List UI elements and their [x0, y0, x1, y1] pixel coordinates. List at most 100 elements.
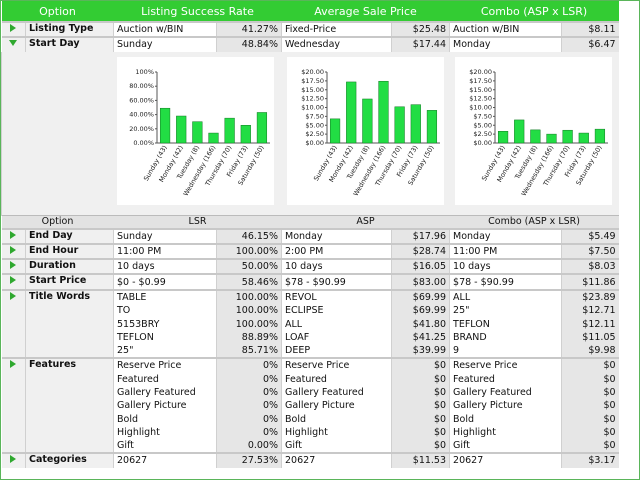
expand-arrow[interactable] — [8, 454, 18, 464]
column-header: Average Sale Price — [281, 1, 450, 22]
bar — [240, 124, 251, 143]
value-cell: $0 — [391, 372, 450, 386]
option-cell: Highlight — [449, 425, 562, 440]
value-cell: 0% — [215, 372, 282, 386]
bar — [378, 80, 389, 143]
y-tick-label: $17.50 — [469, 76, 492, 84]
y-tick-label: $10.00 — [469, 103, 492, 111]
value-cell: 0.00% — [215, 439, 282, 454]
option-cell: Reserve Price — [449, 357, 562, 373]
y-tick-label: $17.50 — [301, 76, 324, 84]
value-cell: 100.00% — [215, 317, 282, 331]
y-tick-label: $2.50 — [473, 130, 492, 138]
y-tick-label: $20.00 — [301, 68, 324, 76]
expand-arrow[interactable] — [8, 230, 18, 240]
bar — [578, 132, 589, 143]
value-cell: 0% — [215, 412, 282, 426]
value-cell: $0 — [561, 425, 619, 440]
value-cell: $16.05 — [391, 258, 450, 275]
column-header: ASP — [281, 214, 450, 229]
value-cell: 0% — [215, 399, 282, 413]
value-cell: $17.44 — [391, 36, 450, 52]
group-label: End Hour — [25, 242, 114, 260]
bar — [176, 115, 187, 143]
group-label: Duration — [25, 258, 114, 275]
value-cell: $12.11 — [561, 317, 619, 331]
group-label: Start Day — [25, 36, 114, 52]
value-cell: $0 — [391, 357, 450, 373]
value-cell: $9.98 — [561, 343, 619, 359]
option-cell: $78 - $90.99 — [281, 273, 392, 290]
bar — [192, 121, 203, 143]
y-tick-label: $15.00 — [301, 85, 324, 93]
y-tick-label: 80.00% — [129, 82, 154, 90]
option-cell: Gallery Picture — [449, 399, 562, 413]
data-row: Bold 0% Bold $0 Bold $0 — [2, 412, 619, 426]
group-label: Features — [25, 357, 114, 454]
value-cell: $69.99 — [391, 304, 450, 318]
y-tick-label: $7.50 — [473, 112, 492, 120]
value-cell: $0 — [561, 439, 619, 454]
bar — [546, 133, 557, 143]
value-cell: $0 — [561, 385, 619, 400]
data-row: Gallery Featured 0% Gallery Featured $0 Gall… — [2, 385, 619, 400]
arrow-shape — [10, 291, 17, 300]
option-cell: Sunday — [113, 227, 217, 244]
option-cell: TABLE — [113, 288, 217, 305]
bar — [256, 111, 268, 143]
bar — [562, 129, 573, 143]
expand-arrow[interactable] — [8, 23, 18, 33]
bar — [426, 109, 438, 143]
data-row: 5153BRY 100.00% ALL $41.80 TEFLON $12.11 — [2, 317, 619, 331]
value-cell: 85.71% — [215, 343, 282, 359]
data-row: Features Reserve Price 0% Reserve Price $0 Re… — [1, 357, 619, 454]
y-tick-label: $12.50 — [301, 94, 324, 102]
value-cell: $17.96 — [391, 227, 450, 244]
value-cell: $0 — [391, 425, 450, 440]
option-cell: 11:00 PM — [449, 242, 562, 260]
group-label: Categories — [25, 452, 114, 468]
expand-arrow[interactable] — [8, 38, 18, 48]
option-cell: 20627 — [449, 452, 562, 468]
arrow-cell — [1, 452, 26, 468]
arrow-cell — [1, 288, 26, 359]
option-cell: TEFLON — [113, 330, 217, 344]
option-cell: Monday — [449, 36, 562, 52]
option-cell: ECLIPSE — [281, 304, 392, 318]
value-cell: 100.00% — [215, 304, 282, 318]
expand-arrow[interactable] — [8, 275, 18, 285]
arrow-shape — [10, 360, 17, 369]
data-row: Gift 0.00% Gift $0 Gift $0 — [2, 439, 619, 454]
option-cell: 9 — [449, 343, 562, 359]
expand-arrow[interactable] — [8, 245, 18, 255]
expand-arrow[interactable] — [8, 359, 18, 369]
option-cell: 10 days — [449, 258, 562, 275]
option-cell: $78 - $90.99 — [449, 273, 562, 290]
value-cell: $0 — [561, 412, 619, 426]
value-cell: $11.05 — [561, 330, 619, 344]
option-cell: Gift — [449, 439, 562, 454]
chart-cell: 0.00% 20.00% 40.00% 60.00% 80.00% 100% Sunday … — [1, 51, 619, 216]
arrow-cell — [1, 227, 26, 244]
option-cell: ALL — [449, 288, 562, 305]
option-cell: Sunday — [113, 36, 217, 52]
bar — [224, 117, 235, 143]
value-cell: $0 — [561, 399, 619, 413]
option-cell: Auction w/BIN — [449, 20, 562, 38]
value-cell: $0 — [561, 372, 619, 386]
expand-arrow[interactable] — [8, 291, 18, 301]
option-cell: Reserve Price — [281, 357, 392, 373]
bar — [530, 129, 541, 143]
option-cell: 10 days — [113, 258, 217, 275]
value-cell: 0% — [215, 425, 282, 440]
column-header: LSR — [113, 214, 282, 229]
data-row: TEFLON 88.89% LOAF $41.25 BRAND $11.05 — [2, 330, 619, 344]
data-row: Categories 20627 27.53% 20627 $11.53 20627 $3.… — [1, 452, 619, 468]
y-tick-label: $7.50 — [305, 112, 324, 120]
charts: 0.00%20.00%40.00%60.00%80.00%100%Sunday … — [117, 56, 612, 205]
data-row: TO 100.00% ECLIPSE $69.99 25" $12.71 — [2, 304, 619, 318]
expand-arrow[interactable] — [8, 260, 18, 270]
option-cell: Gift — [113, 439, 217, 454]
arrow-cell — [1, 258, 26, 275]
